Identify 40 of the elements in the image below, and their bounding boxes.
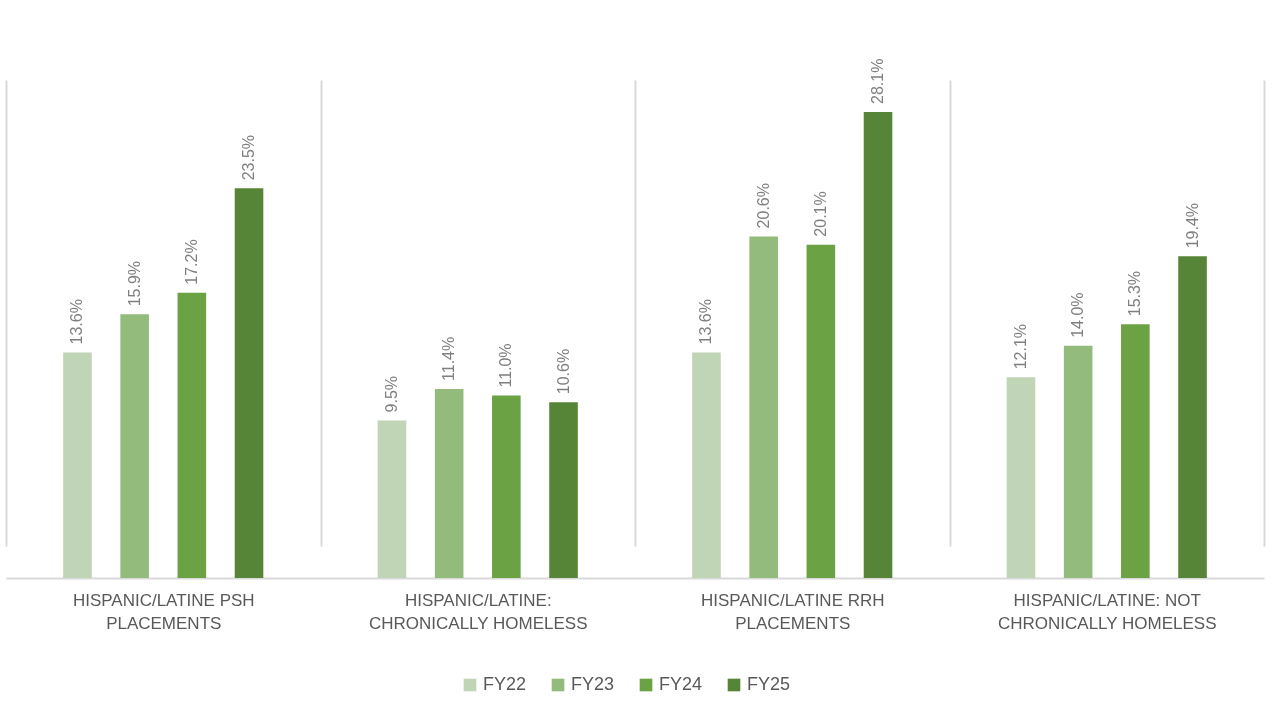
bar: [549, 402, 578, 578]
bar: [863, 112, 893, 578]
bar: [177, 292, 207, 578]
data-label: 13.6%: [68, 299, 86, 345]
bar: [492, 395, 521, 578]
data-label: 12.1%: [1011, 323, 1029, 370]
bar: [749, 236, 778, 578]
bar: [1063, 345, 1093, 578]
data-label: 20.6%: [754, 183, 772, 229]
data-label: 23.5%: [240, 134, 258, 181]
bar: [806, 244, 836, 578]
x-tick-label: HISPANIC/LATINE PSH PLACEMENTS: [72, 590, 255, 633]
bar: [120, 314, 149, 578]
data-label: 14.0%: [1069, 292, 1087, 338]
legend-label: FY24: [659, 674, 703, 694]
bar: [1006, 377, 1036, 578]
bar: [63, 352, 92, 578]
data-label: 17.2%: [182, 239, 200, 285]
bar: [692, 352, 721, 578]
legend-label: FY23: [571, 674, 615, 694]
data-label: 28.1%: [869, 58, 887, 104]
x-tick-label: HISPANIC/LATINE: CHRONICALLY HOMELESS: [368, 590, 588, 633]
bar: [234, 188, 264, 578]
data-label: 11.4%: [440, 336, 458, 381]
data-label: 19.4%: [1183, 202, 1201, 249]
data-label: 10.6%: [554, 348, 572, 395]
data-label: 15.9%: [125, 260, 143, 307]
legend-label: FY25: [747, 674, 791, 694]
data-label: 9.5%: [382, 375, 400, 413]
data-label: 20.1%: [811, 191, 829, 237]
bar: [1178, 256, 1207, 578]
data-label: 11.0%: [497, 343, 515, 388]
x-tick-label: HISPANIC/LATINE RRH PLACEMENTS: [700, 590, 885, 633]
bar: [1121, 324, 1150, 578]
bar: [434, 388, 464, 578]
bar: [377, 420, 407, 578]
legend-label: FY22: [483, 674, 527, 694]
x-tick-label: HISPANIC/LATINE: NOT CHRONICALLY HOMELESS: [997, 590, 1217, 633]
data-label: 15.3%: [1126, 270, 1144, 317]
data-label: 13.6%: [697, 299, 715, 345]
